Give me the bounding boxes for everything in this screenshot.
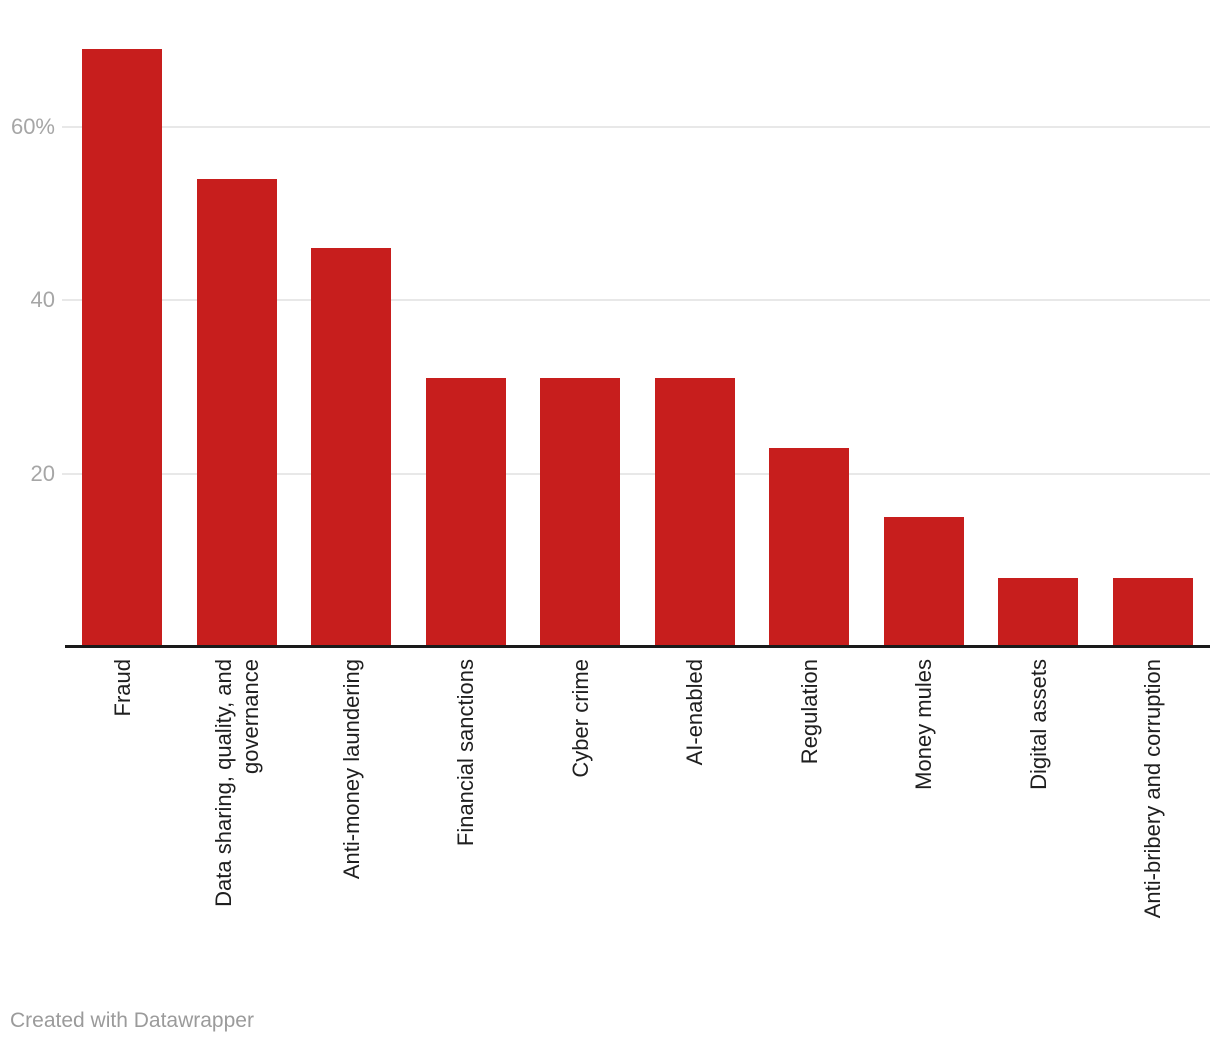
gridline-20 [62, 472, 1210, 475]
bar-regulation[interactable] [769, 447, 850, 647]
bar-ai-enabled[interactable] [654, 378, 735, 647]
x-axis-label-ai-enabled: AI-enabled [682, 659, 708, 766]
bar-digital-assets[interactable] [998, 577, 1079, 647]
bar-anti-bribery-and-corruption[interactable] [1112, 577, 1193, 647]
gridline-40 [62, 299, 1210, 302]
y-axis-tick-label-20: 20 [30, 460, 55, 486]
datawrapper-attribution-link[interactable]: Created with Datawrapper [10, 1009, 254, 1032]
gridline-60 [62, 125, 1210, 128]
x-axis-label-anti-bribery-and-corruption: Anti-bribery and corruption [1140, 659, 1166, 919]
bar-financial-sanctions[interactable] [425, 378, 506, 647]
x-axis-line [65, 645, 1210, 648]
y-axis-tick-label-60: 60% [10, 113, 55, 139]
y-axis-tick-label-40: 40 [30, 287, 55, 313]
bar-data-sharing-quality-and-governance[interactable] [196, 178, 277, 647]
x-axis-label-fraud: Fraud [109, 659, 135, 717]
x-axis-label-anti-money-laundering: Anti-money laundering [338, 659, 364, 880]
x-axis-label-data-sharing-quality-and-governance: Data sharing, quality, and governance [210, 659, 263, 907]
x-axis-label-regulation: Regulation [796, 659, 822, 765]
bar-anti-money-laundering[interactable] [311, 248, 392, 647]
x-axis-label-financial-sanctions: Financial sanctions [453, 659, 479, 847]
x-axis-label-cyber-crime: Cyber crime [567, 659, 593, 778]
bar-cyber-crime[interactable] [540, 378, 621, 647]
bar-money-mules[interactable] [883, 516, 964, 647]
bar-fraud[interactable] [82, 48, 163, 647]
x-axis-label-digital-assets: Digital assets [1025, 659, 1051, 790]
x-axis-label-money-mules: Money mules [911, 659, 937, 790]
